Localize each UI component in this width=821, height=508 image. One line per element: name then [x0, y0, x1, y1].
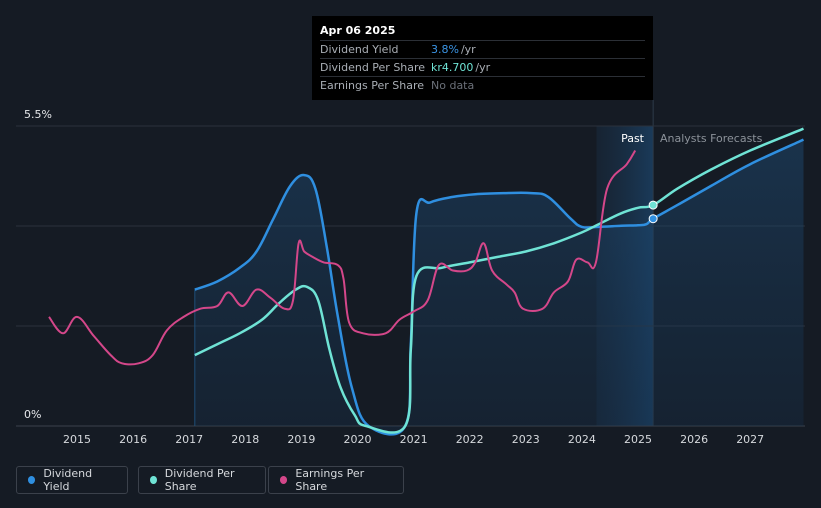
- tooltip-row-dividend-yield: Dividend Yield 3.8% /yr: [320, 40, 645, 58]
- x-tick-label: 2021: [400, 433, 428, 446]
- legend-dot-icon: [150, 476, 157, 484]
- tooltip-row-dividend-per-share: Dividend Per Share kr4.700 /yr: [320, 58, 645, 76]
- legend-dot-icon: [28, 476, 36, 484]
- legend-dot-icon: [280, 476, 288, 484]
- legend-label: Earnings Per Share: [295, 467, 365, 493]
- series-line-dividend-per-share: [194, 127, 804, 434]
- x-tick-label: 2026: [680, 433, 708, 446]
- legend-label: Dividend Per Share: [164, 467, 235, 493]
- tooltip-label: Dividend Yield: [320, 43, 399, 56]
- legend-label: Dividend Yield: [43, 467, 93, 493]
- hover-marker: [648, 200, 658, 210]
- x-tick-label: 2020: [344, 433, 372, 446]
- tooltip-row-earnings-per-share: Earnings Per Share No data: [320, 76, 645, 94]
- tooltip-date: Apr 06 2025: [320, 24, 396, 37]
- x-tick-label: 2027: [736, 433, 764, 446]
- x-tick-label: 2015: [63, 433, 91, 446]
- y-tick-label-zero: 0%: [24, 408, 41, 421]
- x-tick-label: 2024: [568, 433, 596, 446]
- hover-tooltip: Apr 06 2025 Dividend Yield 3.8% /yr Divi…: [312, 16, 653, 100]
- tooltip-value: kr4.700: [431, 61, 474, 74]
- x-tick-label: 2022: [456, 433, 484, 446]
- legend-dividend-per-share[interactable]: Dividend Per Share: [138, 466, 266, 494]
- series-line-dividend-yield: [194, 138, 805, 436]
- x-tick-label: 2016: [119, 433, 147, 446]
- forecast-label: Analysts Forecasts: [660, 132, 763, 145]
- x-tick-label: 2023: [512, 433, 540, 446]
- tooltip-label: Earnings Per Share: [320, 79, 425, 92]
- series-line-earnings-per-share: [48, 149, 637, 366]
- dividend-yield-area: [194, 139, 804, 435]
- tooltip-label: Dividend Per Share: [320, 61, 426, 74]
- tooltip-unit: /yr: [475, 61, 491, 74]
- x-tick-label: 2017: [175, 433, 203, 446]
- hover-marker: [648, 214, 658, 224]
- past-label: Past: [621, 132, 645, 145]
- x-tick-label: 2018: [231, 433, 259, 446]
- legend-earnings-per-share[interactable]: Earnings Per Share: [268, 466, 404, 494]
- y-tick-label-top: 5.5%: [24, 108, 52, 121]
- tooltip-unit: /yr: [460, 43, 476, 56]
- x-tick-label: 2025: [624, 433, 652, 446]
- x-tick-label: 2019: [287, 433, 315, 446]
- tooltip-value: No data: [431, 79, 475, 92]
- tooltip-value: 3.8%: [431, 43, 459, 56]
- legend-dividend-yield[interactable]: Dividend Yield: [16, 466, 128, 494]
